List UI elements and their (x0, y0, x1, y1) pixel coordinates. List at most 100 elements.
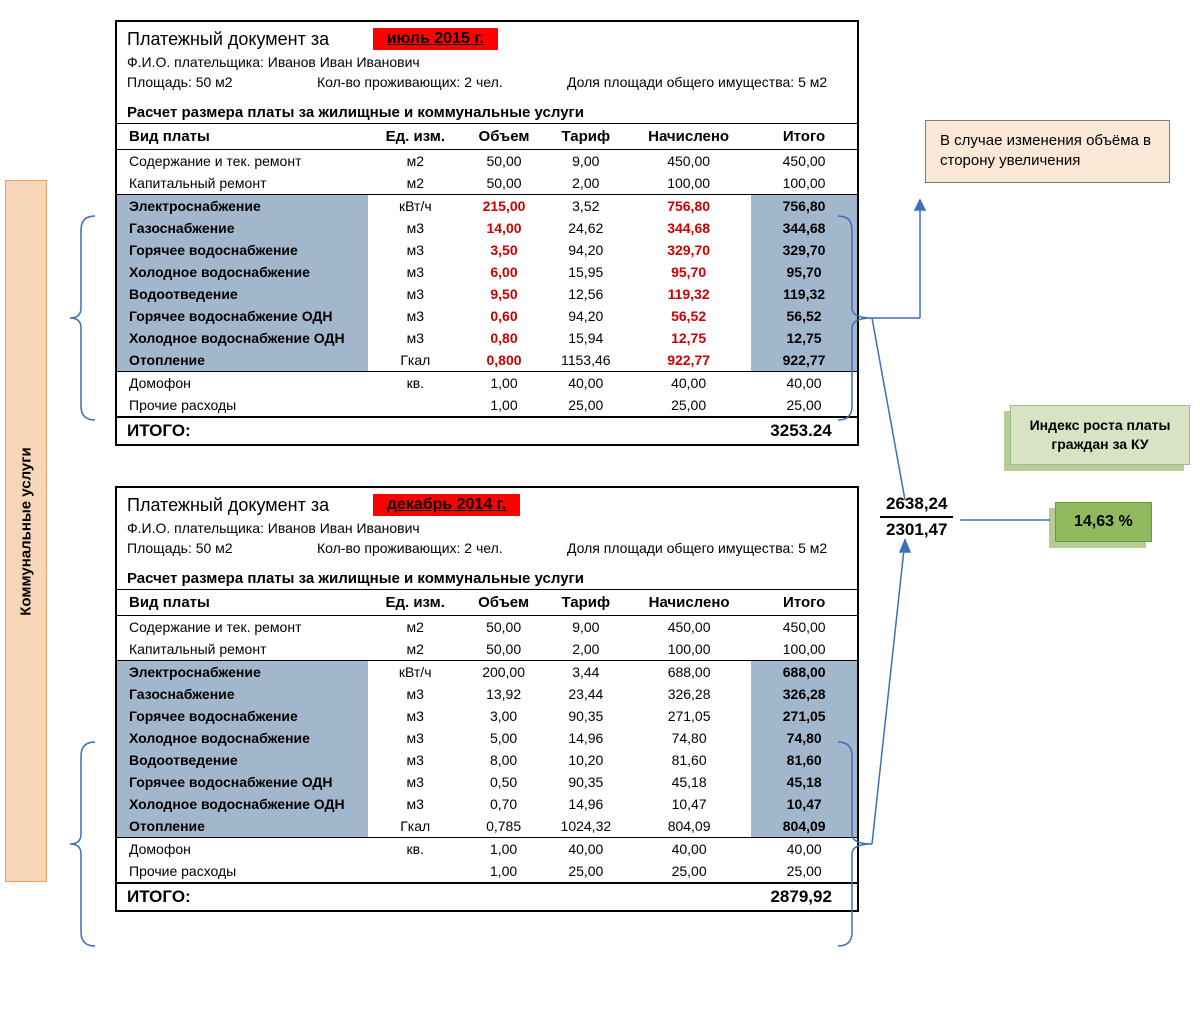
cell-tariff: 24,62 (545, 217, 626, 239)
cell-accrued: 326,28 (627, 683, 752, 705)
cell-total: 119,32 (751, 283, 857, 305)
cell-name: Горячее водоснабжение (117, 239, 368, 261)
cell-tariff: 3,52 (545, 195, 626, 218)
doc2-title: Платежный документ за (127, 495, 329, 516)
col-total: Итого (751, 124, 857, 150)
cell-tariff: 15,94 (545, 327, 626, 349)
cell-volume: 0,785 (462, 815, 544, 838)
table-row: Прочие расходы1,0025,0025,0025,00 (117, 860, 857, 883)
fraction-denominator: 2301,47 (880, 518, 953, 540)
cell-accrued: 688,00 (627, 661, 752, 684)
doc1-meta: Площадь: 50 м2 Кол-во проживающих: 2 чел… (117, 72, 857, 102)
table-row: Капитальный ремонтм250,002,00100,00100,0… (117, 638, 857, 661)
cell-volume: 0,50 (462, 771, 544, 793)
cell-accrued: 25,00 (626, 394, 751, 417)
cell-name: Холодное водоснабжение ОДН (117, 793, 368, 815)
cell-unit: м3 (368, 749, 462, 771)
side-label-communal: Коммунальные услуги (5, 180, 47, 882)
doc2-residents: Кол-во проживающих: 2 чел. (317, 540, 567, 556)
cell-unit: м2 (368, 172, 463, 195)
col-volume: Объем (462, 590, 544, 616)
cell-accrued: 450,00 (627, 616, 752, 639)
cell-name: Домофон (117, 372, 368, 395)
cell-tariff: 3,44 (545, 661, 627, 684)
cell-unit (368, 860, 462, 883)
table-row: Холодное водоснабжение ОДНм30,7014,9610,… (117, 793, 857, 815)
cell-accrued: 344,68 (626, 217, 751, 239)
cell-tariff: 40,00 (545, 372, 626, 395)
cell-volume: 0,80 (463, 327, 546, 349)
index-label: Индекс роста платы граждан за КУ (1030, 417, 1171, 452)
cell-unit: м3 (368, 705, 462, 727)
table-row: Горячее водоснабжение ОДНм30,6094,2056,5… (117, 305, 857, 327)
cell-volume: 8,00 (462, 749, 544, 771)
table-row: Газоснабжением314,0024,62344,68344,68 (117, 217, 857, 239)
table-row: Домофонкв.1,0040,0040,0040,00 (117, 838, 857, 861)
cell-volume: 0,60 (463, 305, 546, 327)
note-volume-change: В случае изменения объёма в сторону увел… (925, 120, 1170, 183)
cell-tariff: 90,35 (545, 771, 627, 793)
cell-accrued: 95,70 (626, 261, 751, 283)
cell-volume: 14,00 (463, 217, 546, 239)
cell-unit: м3 (368, 305, 463, 327)
cell-name: Прочие расходы (117, 394, 368, 417)
cell-name: Холодное водоснабжение (117, 727, 368, 749)
doc1-residents: Кол-во проживающих: 2 чел. (317, 74, 567, 90)
table-row: Холодное водоснабжение ОДНм30,8015,9412,… (117, 327, 857, 349)
cell-unit (368, 394, 463, 417)
cell-tariff: 25,00 (545, 394, 626, 417)
cell-volume: 3,00 (462, 705, 544, 727)
cell-unit: кВт/ч (368, 661, 462, 684)
cell-name: Водоотведение (117, 749, 368, 771)
cell-name: Содержание и тек. ремонт (117, 150, 368, 173)
doc2-total-row: ИТОГО: 2879,92 (117, 883, 857, 910)
cell-name: Газоснабжение (117, 683, 368, 705)
cell-tariff: 94,20 (545, 305, 626, 327)
cell-total: 688,00 (751, 661, 857, 684)
cell-volume: 0,70 (462, 793, 544, 815)
cell-tariff: 12,56 (545, 283, 626, 305)
doc2-table: Вид платы Ед. изм. Объем Тариф Начислено… (117, 589, 857, 910)
doc1-area: Площадь: 50 м2 (127, 74, 317, 90)
cell-total: 25,00 (751, 860, 857, 883)
cell-total: 100,00 (751, 638, 857, 661)
cell-accrued: 40,00 (626, 372, 751, 395)
doc2-section: Расчет размера платы за жилищные и комму… (117, 568, 857, 589)
cell-unit: м3 (368, 217, 463, 239)
table-row: Горячее водоснабжением33,5094,20329,7032… (117, 239, 857, 261)
cell-accrued: 329,70 (626, 239, 751, 261)
doc2-meta: Площадь: 50 м2 Кол-во проживающих: 2 чел… (117, 538, 857, 568)
cell-name: Содержание и тек. ремонт (117, 616, 368, 639)
cell-unit: м3 (368, 261, 463, 283)
cell-total: 95,70 (751, 261, 857, 283)
cell-name: Домофон (117, 838, 368, 861)
cell-total: 271,05 (751, 705, 857, 727)
cell-tariff: 90,35 (545, 705, 627, 727)
col-type: Вид платы (117, 590, 368, 616)
table-row: ОтоплениеГкал0,8001153,46922,77922,77 (117, 349, 857, 372)
cell-total: 100,00 (751, 172, 857, 195)
cell-total: 922,77 (751, 349, 857, 372)
cell-total: 344,68 (751, 217, 857, 239)
table-row: Водоотведением39,5012,56119,32119,32 (117, 283, 857, 305)
col-accrued: Начислено (627, 590, 752, 616)
col-volume: Объем (463, 124, 546, 150)
table-row: Прочие расходы1,0025,0025,0025,00 (117, 394, 857, 417)
cell-tariff: 2,00 (545, 638, 627, 661)
side-label-text: Коммунальные услуги (18, 447, 35, 615)
table-header-row: Вид платы Ед. изм. Объем Тариф Начислено… (117, 590, 857, 616)
table-row: ЭлектроснабжениекВт/ч215,003,52756,80756… (117, 195, 857, 218)
cell-tariff: 25,00 (545, 860, 627, 883)
payment-document-2: Платежный документ за декабрь 2014 г. Ф.… (115, 486, 859, 912)
cell-unit: м3 (368, 283, 463, 305)
table-row: Домофонкв.1,0040,0040,0040,00 (117, 372, 857, 395)
cell-volume: 200,00 (462, 661, 544, 684)
cell-accrued: 450,00 (626, 150, 751, 173)
cell-name: Капитальный ремонт (117, 172, 368, 195)
cell-accrued: 56,52 (626, 305, 751, 327)
cell-tariff: 2,00 (545, 172, 626, 195)
cell-total: 81,60 (751, 749, 857, 771)
cell-total: 12,75 (751, 327, 857, 349)
cell-total: 40,00 (751, 838, 857, 861)
cell-volume: 50,00 (463, 150, 546, 173)
